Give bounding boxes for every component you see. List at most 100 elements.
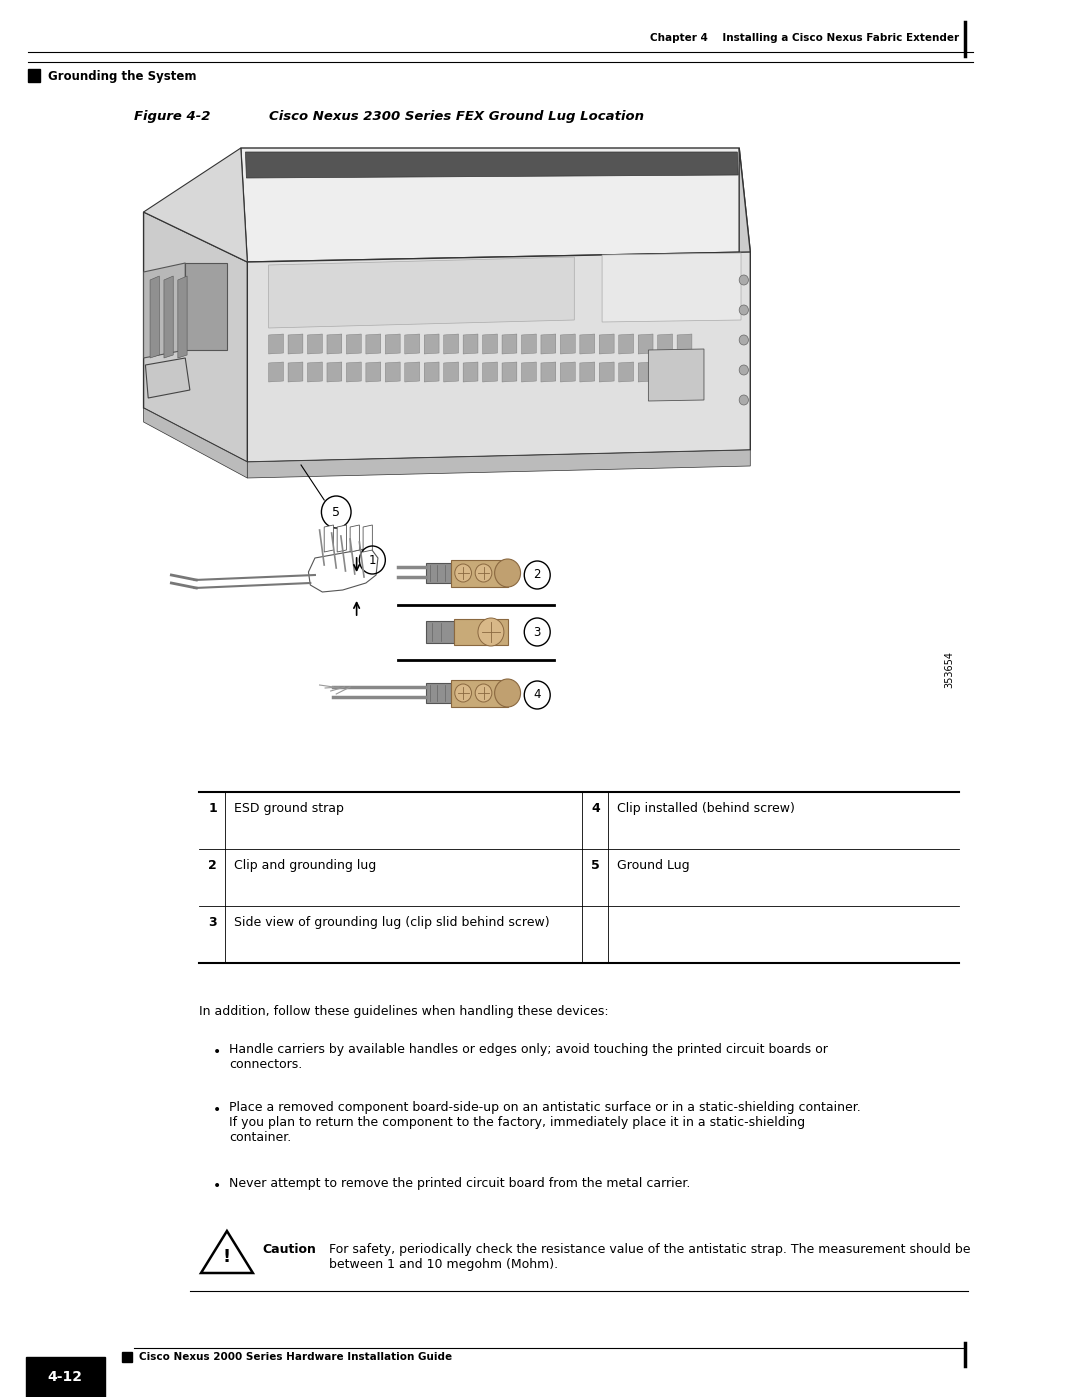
Polygon shape [327,334,341,353]
Bar [122,1352,132,1362]
Text: Handle carriers by available handles or edges only; avoid touching the printed c: Handle carriers by available handles or … [229,1044,827,1071]
Circle shape [455,685,472,703]
Text: Clip and grounding lug: Clip and grounding lug [234,859,377,872]
Text: 353654: 353654 [944,651,955,689]
Text: 2: 2 [534,569,541,581]
Text: Chapter 4    Installing a Cisco Nexus Fabric Extender: Chapter 4 Installing a Cisco Nexus Fabri… [649,34,959,43]
Text: Cisco Nexus 2300 Series FEX Ground Lug Location: Cisco Nexus 2300 Series FEX Ground Lug L… [269,110,644,123]
Polygon shape [561,334,576,353]
Polygon shape [602,253,741,321]
Polygon shape [144,212,247,462]
Polygon shape [638,334,653,353]
Polygon shape [599,334,615,353]
Polygon shape [144,263,186,358]
Polygon shape [308,362,322,381]
Polygon shape [178,277,187,358]
Circle shape [475,685,491,703]
Text: •: • [213,1104,221,1118]
Polygon shape [405,334,420,353]
Polygon shape [444,362,459,381]
Text: For safety, periodically check the resistance value of the antistatic strap. The: For safety, periodically check the resis… [328,1243,970,1271]
Polygon shape [541,362,556,381]
Polygon shape [245,152,739,177]
Polygon shape [327,362,341,381]
Polygon shape [580,334,595,353]
Polygon shape [366,334,380,353]
Polygon shape [502,362,517,381]
Polygon shape [363,525,373,552]
Text: ESD ground strap: ESD ground strap [234,802,345,814]
Bar [28,68,40,82]
Polygon shape [648,349,704,401]
Polygon shape [599,362,615,381]
Text: 3: 3 [208,916,217,929]
Polygon shape [427,622,454,643]
Text: Side view of grounding lug (clip slid behind screw): Side view of grounding lug (clip slid be… [234,916,550,929]
Polygon shape [150,277,160,358]
Polygon shape [541,334,556,353]
Polygon shape [658,334,673,353]
Polygon shape [164,277,173,358]
Polygon shape [386,362,401,381]
Text: Never attempt to remove the printed circuit board from the metal carrier.: Never attempt to remove the printed circ… [229,1178,690,1190]
Polygon shape [366,362,380,381]
Polygon shape [386,334,401,353]
Polygon shape [186,263,227,351]
Circle shape [475,564,491,583]
Text: •: • [213,1045,221,1059]
Polygon shape [463,334,478,353]
Bar [26,1356,105,1397]
Polygon shape [201,1231,253,1273]
Polygon shape [739,148,751,450]
Text: 2: 2 [208,859,217,872]
Polygon shape [677,334,692,353]
Polygon shape [483,334,498,353]
Text: 3: 3 [534,626,541,638]
Text: In addition, follow these guidelines when handling these devices:: In addition, follow these guidelines whe… [199,1004,609,1018]
Polygon shape [619,334,634,353]
Polygon shape [308,334,322,353]
Polygon shape [451,560,508,587]
Text: 5: 5 [333,506,340,518]
Polygon shape [347,334,361,353]
Polygon shape [444,334,459,353]
Polygon shape [309,548,378,592]
Polygon shape [677,362,692,381]
Circle shape [478,617,504,645]
Polygon shape [241,148,751,263]
Polygon shape [580,362,595,381]
Polygon shape [269,334,283,353]
Text: Place a removed component board-side-up on an antistatic surface or in a static-: Place a removed component board-side-up … [229,1101,861,1144]
Text: 4: 4 [591,802,599,814]
Circle shape [739,365,748,374]
Polygon shape [269,257,575,328]
Text: 1: 1 [208,802,217,814]
Polygon shape [522,362,537,381]
Polygon shape [350,525,360,552]
Text: Grounding the System: Grounding the System [49,70,197,82]
Polygon shape [247,251,751,462]
Polygon shape [144,408,247,478]
Polygon shape [405,362,420,381]
Polygon shape [522,334,537,353]
Polygon shape [619,362,634,381]
Text: Clip installed (behind screw): Clip installed (behind screw) [617,802,795,814]
Circle shape [739,395,748,405]
Polygon shape [324,525,334,552]
Polygon shape [269,362,283,381]
Polygon shape [502,334,517,353]
Circle shape [455,564,472,583]
Circle shape [739,275,748,285]
Text: 4-12: 4-12 [48,1370,82,1384]
Text: 4: 4 [534,689,541,701]
Polygon shape [463,362,478,381]
Polygon shape [288,362,302,381]
Polygon shape [451,680,508,707]
Polygon shape [454,619,508,645]
Circle shape [739,335,748,345]
Polygon shape [424,362,440,381]
Circle shape [495,559,521,587]
Polygon shape [144,148,247,263]
Polygon shape [424,334,440,353]
Polygon shape [337,525,347,552]
